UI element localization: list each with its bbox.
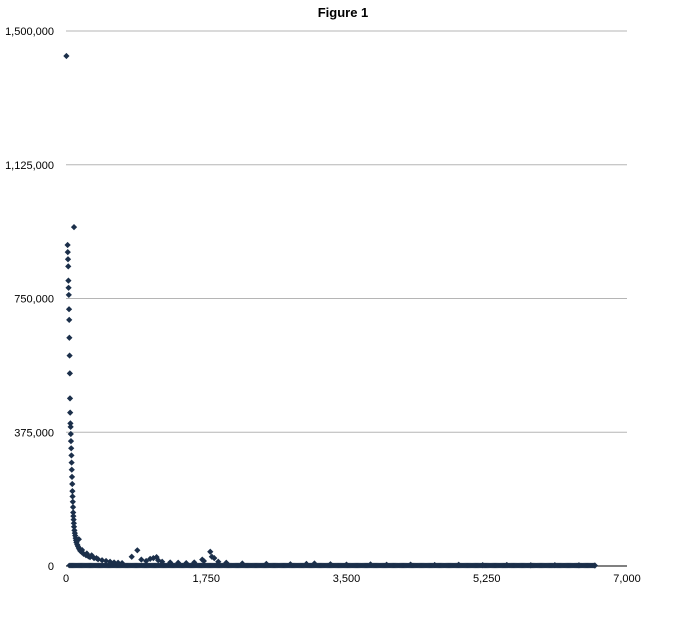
data-point — [159, 558, 166, 565]
data-point — [69, 480, 76, 488]
data-point — [66, 395, 74, 402]
data-point — [69, 498, 76, 505]
data-point — [66, 334, 73, 341]
x-tick-label: 1,750 — [192, 573, 220, 585]
grid-lines — [66, 30, 627, 433]
y-tick-label: 375,000 — [14, 427, 54, 439]
data-point — [65, 263, 72, 270]
data-point — [64, 241, 71, 249]
data-point — [527, 562, 534, 569]
data-point — [69, 504, 77, 511]
data-point — [63, 52, 70, 60]
data-point — [66, 352, 73, 359]
data-point — [479, 561, 486, 569]
data-point — [64, 249, 71, 256]
y-tick-label: 1,125,000 — [5, 160, 54, 172]
data-point — [69, 487, 76, 495]
data-point — [591, 562, 599, 569]
data-point — [64, 256, 72, 263]
data-point — [70, 509, 77, 516]
data-point — [65, 306, 73, 313]
data-point — [311, 560, 318, 567]
x-tick-label: 7,000 — [613, 573, 641, 585]
y-tick-label: 750,000 — [14, 294, 54, 306]
y-tick-label: 0 — [48, 561, 54, 573]
x-tick-label: 3,500 — [333, 573, 361, 585]
data-point — [67, 409, 74, 416]
data-point — [575, 562, 583, 569]
data-point — [65, 284, 72, 291]
data-point — [68, 445, 75, 452]
data-point — [67, 423, 74, 431]
data-point — [175, 559, 182, 566]
data-point — [138, 556, 145, 563]
data-point — [68, 466, 75, 473]
data-point — [66, 316, 73, 324]
data-point — [134, 547, 141, 554]
data-point — [106, 558, 114, 565]
data-points — [63, 52, 599, 569]
data-point — [215, 558, 222, 565]
data-point — [327, 561, 334, 568]
y-tick-label: 1,500,000 — [5, 26, 54, 38]
data-point — [114, 559, 122, 566]
x-tick-label: 5,250 — [473, 573, 501, 585]
data-point — [65, 277, 72, 284]
data-point — [65, 291, 72, 299]
data-point — [68, 452, 75, 459]
data-point — [207, 548, 214, 555]
data-point — [551, 561, 558, 569]
data-point — [69, 493, 76, 500]
data-point — [70, 224, 78, 231]
data-point — [66, 370, 73, 377]
data-point — [67, 438, 75, 445]
chart-title: Figure 1 — [318, 5, 369, 20]
data-point — [191, 559, 198, 566]
data-point — [128, 553, 135, 560]
data-point — [263, 560, 270, 567]
x-tick-labels: 0 1,750 3,500 5,250 7,000 — [63, 573, 641, 585]
data-point — [68, 473, 76, 480]
data-point — [223, 559, 230, 566]
x-tick-label: 0 — [63, 573, 69, 585]
data-point — [68, 459, 75, 466]
y-tick-labels: 0 375,000 750,000 1,125,000 1,500,000 — [5, 26, 54, 573]
